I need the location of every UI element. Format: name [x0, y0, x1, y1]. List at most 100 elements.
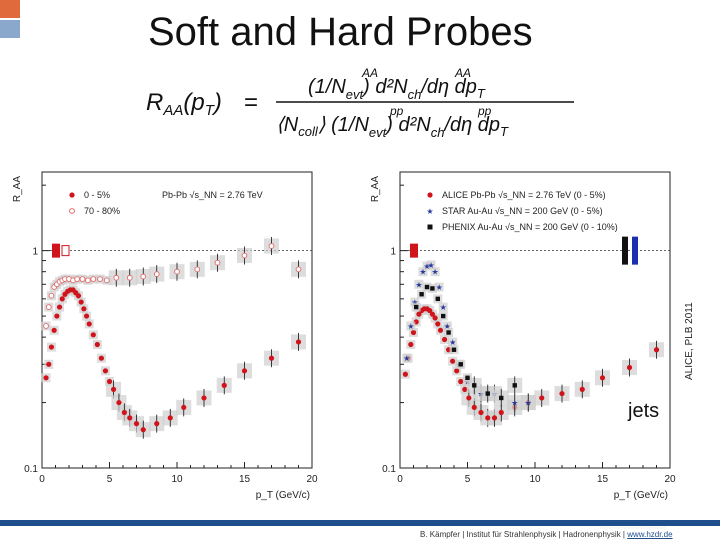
data-point [221, 382, 227, 388]
data-point [599, 375, 606, 381]
data-point [462, 386, 468, 392]
y-tick-label: 0.1 [24, 464, 38, 475]
data-point [194, 266, 201, 273]
data-point [446, 330, 451, 335]
data-point [441, 336, 448, 343]
data-point [485, 415, 491, 421]
svg-text:pp: pp [389, 104, 404, 118]
data-point: ★ [411, 298, 418, 307]
data-point [56, 304, 63, 310]
data-point [51, 327, 57, 333]
data-point [432, 315, 438, 321]
legend-entry: PHENIX Au-Au √s_NN = 200 GeV (0 - 10%) [442, 222, 618, 232]
y-axis-label: R_AA [12, 176, 23, 202]
data-point [116, 399, 122, 406]
x-axis-label: p_T (GeV/c) [614, 490, 668, 501]
data-point [471, 404, 477, 411]
data-point [201, 395, 207, 401]
data-point [485, 391, 490, 396]
data-point [402, 371, 408, 377]
legend: Pb-Pb √s_NN = 2.76 TeV 0 - 5% 70 - 80% [69, 190, 263, 216]
systematic-band [442, 321, 452, 331]
data-point [83, 313, 90, 319]
data-point [458, 378, 464, 385]
y-axis-label: R_AA [370, 176, 381, 202]
data-point [435, 296, 440, 302]
data-point [54, 313, 60, 319]
data-point [491, 415, 498, 421]
svg-text:(1/Nevt) d²Nch/dη dpT: (1/Nevt) d²Nch/dη dpT [308, 76, 486, 102]
reference-citation: ALICE, PLB 2011 [684, 302, 695, 380]
svg-text:AA: AA [454, 66, 471, 80]
data-point [454, 368, 460, 374]
data-point [59, 296, 65, 302]
data-point [295, 339, 302, 345]
raa-chart-experiment-comparison: 0 5 10 15 200.11p_T (GeV/c)R_AA★★★★★★★★★★★★★… [370, 171, 676, 501]
data-point: ★ [427, 261, 434, 270]
svg-text:AA: AA [361, 66, 378, 80]
data-point: ★ [440, 303, 447, 312]
data-point [241, 368, 248, 374]
data-point [102, 368, 109, 374]
data-point [416, 311, 422, 317]
data-point: ★ [436, 283, 443, 292]
svg-text:⟨Ncoll⟩ (1/Nevt) d²Nch/dη dpT: ⟨Ncoll⟩ (1/Nevt) d²Nch/dη dpT [276, 114, 509, 140]
data-point [410, 329, 417, 336]
data-point [295, 266, 302, 273]
x-tick-label: 5 [107, 474, 113, 485]
data-point [268, 355, 275, 361]
data-point [512, 383, 517, 388]
systematic-band [426, 260, 436, 270]
data-point [430, 286, 435, 291]
legend-entry: 0 - 5% [84, 190, 110, 200]
systematic-band [402, 353, 412, 363]
data-point [478, 409, 484, 416]
data-point: ★ [525, 399, 532, 408]
data-point [140, 427, 146, 433]
data-point [653, 347, 660, 353]
jets-label: jets [628, 400, 660, 422]
data-point [579, 386, 585, 392]
x-tick-label: 10 [529, 474, 541, 485]
data-point [75, 293, 82, 299]
legend-entry: 70 - 80% [84, 206, 120, 216]
footer-credit: B. Kämpfer | Institut für Strahlenphysik… [420, 530, 673, 539]
data-point [174, 268, 180, 275]
data-point [626, 364, 633, 371]
series-2 [411, 282, 523, 407]
data-point [427, 307, 433, 314]
footer-link[interactable]: www.hzdr.de [627, 530, 673, 539]
normalization-box [52, 243, 60, 258]
data-point [45, 304, 52, 310]
data-point [78, 299, 84, 305]
data-point [214, 259, 221, 266]
series-1 [41, 237, 306, 331]
data-point [465, 375, 470, 380]
data-point [154, 421, 160, 427]
x-axis-label: p_T (GeV/c) [256, 490, 310, 501]
data-point [43, 375, 49, 381]
x-tick-label: 0 [397, 474, 403, 485]
data-point [133, 421, 140, 427]
data-point [140, 273, 147, 280]
data-point [48, 292, 55, 299]
data-point [98, 355, 104, 361]
x-tick-label: 5 [465, 474, 471, 485]
x-tick-label: 20 [664, 474, 676, 485]
data-point [424, 284, 430, 290]
data-point [86, 321, 92, 327]
data-point [450, 358, 456, 364]
data-point [126, 274, 133, 281]
data-point [441, 313, 446, 319]
footer-credit-text: B. Kämpfer | Institut für Strahlenphysik… [420, 530, 628, 539]
x-tick-label: 10 [171, 474, 183, 485]
data-point: ★ [415, 280, 422, 289]
data-point [121, 409, 127, 416]
legend-marker [427, 224, 433, 230]
data-point [451, 347, 457, 352]
data-point [241, 252, 248, 259]
legend-marker: ★ [426, 207, 433, 216]
data-point [559, 390, 565, 397]
normalization-box-phenix [622, 236, 628, 265]
data-point [110, 386, 117, 392]
